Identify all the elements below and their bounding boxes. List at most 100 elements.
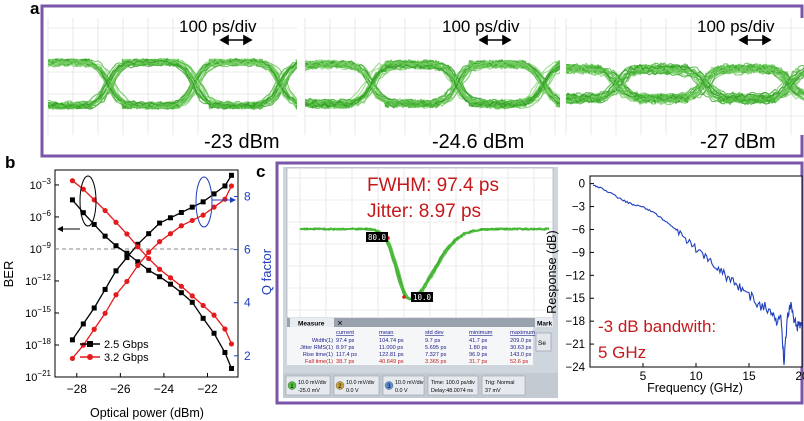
bandwidth-annotation-line1: -3 dB bandwith: [598, 317, 716, 336]
ber-axis-annotation [57, 175, 97, 232]
panel-label-b: b [5, 153, 15, 172]
status-item-3[interactable]: Time: 100.0 ps/div Delay:48.0074 ns [427, 375, 479, 396]
eye-diagram-2: 100 ps/div -24.6 dBm [304, 17, 560, 153]
measure-row-label-2: Rise time(1) [303, 352, 333, 358]
ber-point-0-5 [124, 250, 130, 256]
ber-point-1-10 [178, 209, 184, 215]
ber-point-2-8 [156, 266, 163, 272]
response-x-axis-label: Frequency (GHz) [647, 381, 743, 395]
resp-y-tick-7: −21 [565, 339, 585, 351]
ber-point-0-7 [146, 267, 152, 273]
measure-row-label-0: Width(1) [312, 338, 333, 344]
measure-cell-3-0: 38.7 ps [336, 359, 355, 365]
ber-point-2-4 [113, 219, 119, 225]
ber-series-line-1 [71, 174, 233, 341]
measure-cell-2-0: 117.4 ps [336, 352, 357, 358]
status-line2-0: -25.0 mV [298, 388, 320, 394]
ber-series-line-3 [71, 185, 233, 359]
ber-point-3-14 [222, 196, 228, 202]
measure-header-1: mean [379, 330, 394, 336]
measure-header-2: std dev [425, 330, 444, 336]
ber-point-0-2 [91, 221, 97, 227]
pulse-trace [299, 226, 550, 301]
legend-item-3-2-gbps: 3.2 Gbps [104, 352, 149, 364]
ber-point-2-0 [69, 178, 76, 184]
ber-point-0-9 [167, 281, 173, 287]
ber-x-axis-label: Optical power (dBm) [90, 406, 204, 420]
ber-y-tick-1: 10−6 [30, 209, 52, 224]
eye-1-power: -23 dBm [204, 131, 280, 153]
status-line2-1: 0.0 V [346, 388, 359, 394]
jitter-text: Jitter: 8.97 ps [367, 201, 481, 222]
measure-cell-1-0: 8.97 ps [336, 345, 355, 351]
ber-point-2-11 [189, 293, 195, 299]
ber-point-2-14 [222, 326, 228, 332]
resp-y-tick-4: −12 [565, 270, 585, 282]
ber-point-1-13 [211, 191, 217, 197]
ber-point-1-0 [69, 337, 75, 343]
resp-x-tick-2: 15 [742, 369, 756, 383]
measure-tab-label: Measure [298, 321, 325, 328]
measure-cell-2-2: 7.327 ps [425, 352, 447, 358]
ber-point-3-8 [156, 239, 163, 245]
eye-diagram-1: 100 ps/div -23 dBm [47, 17, 297, 153]
status-item-2[interactable]: 3 10.0 mV/div 0.0 V [382, 375, 425, 396]
ber-point-1-12 [200, 199, 206, 205]
double-arrow-icon [738, 34, 772, 46]
ber-series-line-2 [72, 180, 233, 345]
ber-point-1-14 [222, 183, 228, 189]
status-item-1[interactable]: 2 10.0 mV/div 0.0 V [333, 375, 380, 396]
ber-point-3-15 [228, 183, 235, 189]
double-arrow-icon [219, 34, 253, 46]
eye-3-time-scale: 100 ps/div [697, 17, 775, 36]
marker-bottom: 10.0 % [411, 292, 441, 302]
measure-cell-1-2: 5.695 ps [425, 345, 447, 351]
status-line2-2: 0.0 V [395, 388, 408, 394]
ber-point-3-13 [211, 204, 217, 210]
legend-item-2-5-gbps: 2.5 Gbps [104, 339, 149, 351]
ber-point-2-7 [146, 255, 152, 262]
resp-y-tick-3: −9 [572, 247, 585, 259]
mark-tab[interactable]: Mark [535, 318, 553, 328]
ber-point-3-10 [178, 223, 184, 229]
q-y-tick-0: 2 [244, 349, 251, 363]
measure-cell-3-2: 3.365 ps [425, 359, 447, 365]
ber-point-1-15 [228, 172, 234, 178]
resp-x-tick-3: 20 [795, 369, 804, 383]
ber-point-3-4 [113, 292, 119, 298]
setup-button-label: Se [538, 340, 546, 347]
status-item-0[interactable]: 1 10.0 mV/div -25.0 mV [285, 375, 331, 396]
measure-cell-0-1: 104.74 ps [379, 338, 404, 344]
q-y-tick-3: 8 [244, 190, 251, 204]
ber-point-0-10 [178, 290, 184, 296]
panel-label-c: c [256, 162, 265, 181]
status-line2-4: 37 mV [485, 388, 501, 394]
status-item-4[interactable]: Trig: Normal 37 mV [481, 375, 526, 396]
ber-point-2-1 [80, 186, 86, 192]
close-icon[interactable]: ✕ [337, 321, 343, 328]
ber-point-1-9 [167, 215, 173, 221]
ber-y-tick-2: 10−9 [30, 241, 52, 256]
response-chart: 5 10 15 20 0 −3 −6 −9 −12 −15 −18 −21 −24 -3 dB band… [545, 175, 804, 395]
ber-legend: 2.5 Gbps 3.2 Gbps [80, 339, 149, 364]
ber-x-tick-1: −26 [110, 382, 131, 396]
marker-bottom-label: 10.0 % [413, 293, 441, 302]
resp-y-tick-6: −18 [565, 316, 585, 328]
measure-cell-0-3: 41.7 ps [469, 338, 488, 344]
ber-point-2-15 [228, 341, 235, 347]
status-channel-0: 1 [290, 384, 294, 390]
measure-cell-3-3: 31.7 ps [469, 359, 488, 365]
fwhm-text: FWHM: 97.4 ps [367, 175, 499, 196]
mark-tab-label: Mark [537, 321, 553, 328]
measure-tab[interactable]: Measure ✕ [290, 318, 343, 328]
marker-top-label: 80.0 % [368, 233, 396, 242]
resp-x-tick-1: 10 [689, 369, 703, 383]
status-channel-1: 2 [338, 384, 342, 390]
q-y-tick-1: 4 [244, 296, 251, 310]
status-line1-4: Trig: Normal [485, 380, 514, 386]
ber-point-0-11 [189, 299, 195, 305]
setup-button[interactable]: Se [535, 332, 552, 352]
ber-point-2-5 [124, 231, 130, 237]
ber-point-1-5 [124, 255, 130, 261]
ber-point-0-6 [135, 259, 141, 265]
